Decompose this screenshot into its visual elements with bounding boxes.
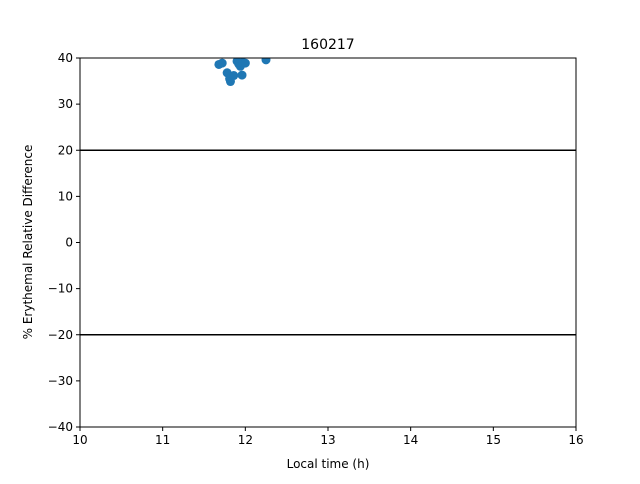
y-axis-ticks: −40 −30 −20 −10 0 10 20 30 40 [48,51,80,434]
y-tick-label: 30 [58,97,73,111]
y-tick-label: −40 [48,420,73,434]
x-tick-label: 11 [155,433,170,447]
x-tick-label: 13 [320,433,335,447]
axes-frame [79,57,577,428]
x-tick-label: 14 [403,433,418,447]
scatter-point [237,70,247,80]
y-tick-label: −30 [48,374,73,388]
scatter-point [240,58,250,68]
x-tick-label: 10 [72,433,87,447]
y-tick-label: −20 [48,328,73,342]
x-tick-label: 12 [238,433,253,447]
plot-area [79,57,577,428]
y-tick-label: 40 [58,51,73,65]
scatter-series [214,58,271,87]
scatter-point [229,71,239,81]
x-axis-label: Local time (h) [287,457,370,471]
y-tick-label: −10 [48,282,73,296]
x-tick-label: 16 [568,433,583,447]
y-tick-label: 10 [58,189,73,203]
y-tick-label: 20 [58,143,73,157]
y-tick-label: 0 [65,236,73,250]
y-axis-label: % Erythemal Relative Difference [21,145,35,340]
chart-title: 160217 [301,37,354,53]
scatter-point [217,58,227,68]
x-tick-label: 15 [486,433,501,447]
scatter-point [261,58,271,65]
x-axis-ticks: 10 11 12 13 14 15 16 [72,427,584,447]
